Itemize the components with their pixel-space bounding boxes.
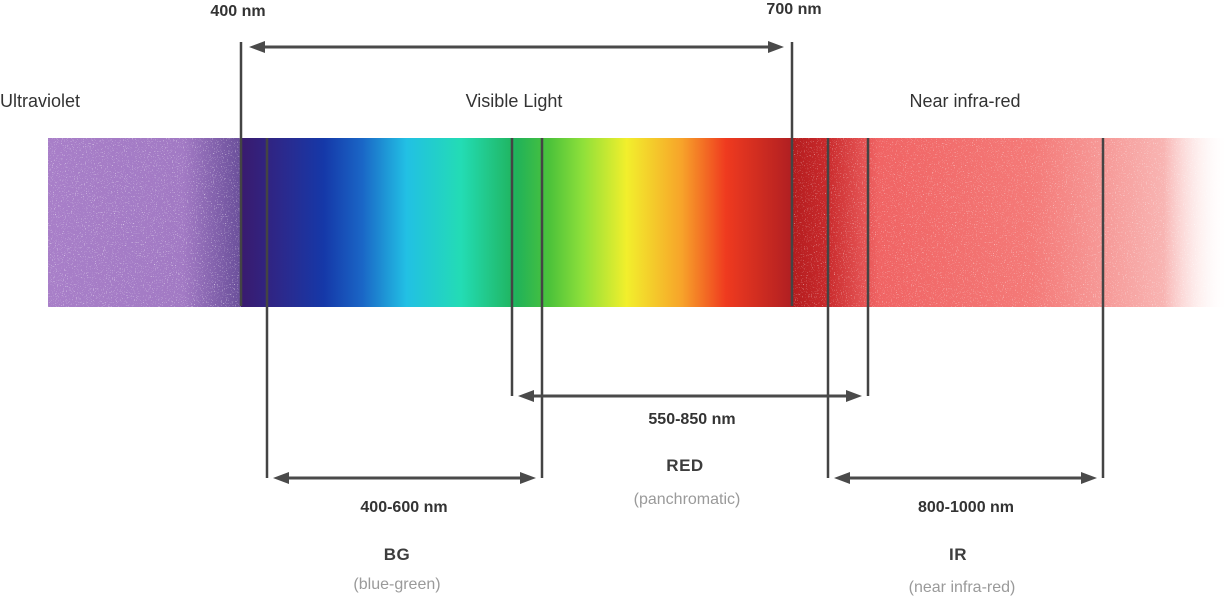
marker-700-label: 700 nm: [766, 1, 821, 18]
red-band-name: RED: [666, 456, 703, 475]
ir-band-name: IR: [949, 545, 967, 564]
ir-range-label: 800-1000 nm: [918, 499, 1014, 516]
ir-arrowhead-right: [1081, 472, 1097, 484]
bg-range-label: 400-600 nm: [360, 499, 447, 516]
red-arrowhead-right: [846, 390, 862, 402]
bg-band-desc: (blue-green): [353, 576, 440, 593]
visible-arrowhead-left: [249, 41, 265, 53]
bg-arrowhead-right: [520, 472, 536, 484]
red-arrowhead-left: [518, 390, 534, 402]
bg-band-name: BG: [384, 545, 411, 564]
ir-arrowhead-left: [834, 472, 850, 484]
red-band-desc: (panchromatic): [634, 491, 741, 508]
ir-speckle: [792, 138, 1229, 307]
visible-arrowhead-right: [768, 41, 784, 53]
visible-light-label: Visible Light: [466, 91, 563, 111]
uv-speckle: [48, 138, 241, 307]
ir-band-desc: (near infra-red): [909, 579, 1016, 596]
near-ir-label: Near infra-red: [909, 91, 1020, 111]
marker-400-label: 400 nm: [210, 3, 265, 20]
bg-arrowhead-left: [273, 472, 289, 484]
visible-band: [241, 138, 792, 307]
ultraviolet-label: Ultraviolet: [0, 91, 80, 111]
spectrum-bar: [48, 138, 1229, 307]
red-range-label: 550-850 nm: [648, 411, 735, 428]
